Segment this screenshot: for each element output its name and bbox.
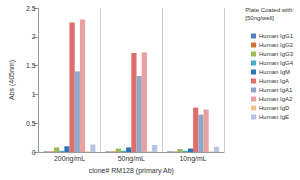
svg-text:[50ng/well]: [50ng/well] — [245, 15, 274, 21]
svg-text:2.5: 2.5 — [26, 5, 36, 12]
svg-text:Human IgA1: Human IgA1 — [259, 87, 293, 93]
svg-text:0: 0 — [32, 149, 36, 156]
svg-text:Human IgG3: Human IgG3 — [259, 51, 294, 57]
svg-text:Human IgD: Human IgD — [259, 105, 290, 111]
svg-text:Human IgG4: Human IgG4 — [259, 60, 294, 66]
svg-text:Human IgA: Human IgA — [259, 78, 289, 84]
svg-text:Human IgM: Human IgM — [259, 69, 290, 75]
svg-text:Human IgG2: Human IgG2 — [259, 42, 294, 48]
svg-text:50ng/mL: 50ng/mL — [118, 155, 145, 163]
svg-text:1: 1 — [32, 91, 36, 98]
svg-text:Human IgG1: Human IgG1 — [259, 33, 294, 39]
svg-text:200ng/mL: 200ng/mL — [54, 155, 85, 163]
svg-text:Abs (405nm): Abs (405nm) — [8, 60, 16, 100]
svg-text:10ng/mL: 10ng/mL — [179, 155, 206, 163]
svg-text:Human IgE: Human IgE — [259, 114, 289, 120]
svg-text:0.5: 0.5 — [26, 120, 36, 127]
svg-text:2: 2 — [32, 33, 36, 40]
svg-text:1.5: 1.5 — [26, 62, 36, 69]
svg-text:clone# RM128 (primary Ab): clone# RM128 (primary Ab) — [89, 167, 174, 175]
svg-text:Plate Coated with:: Plate Coated with: — [245, 7, 294, 13]
svg-text:Human IgA2: Human IgA2 — [259, 96, 293, 102]
